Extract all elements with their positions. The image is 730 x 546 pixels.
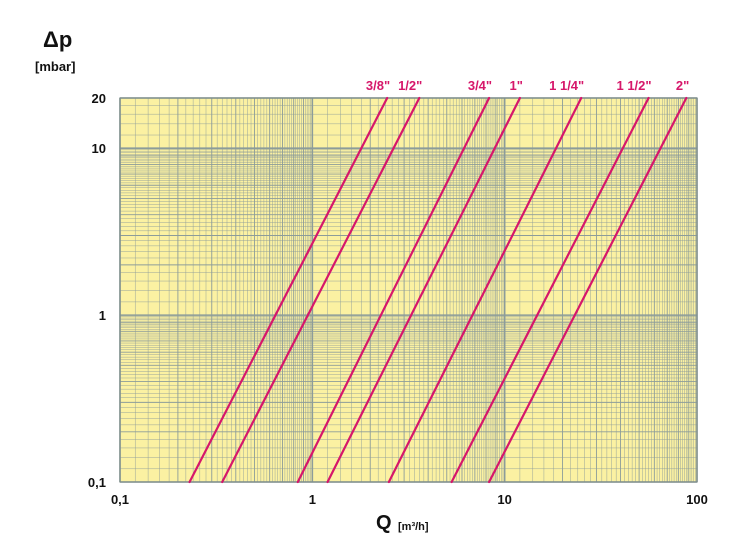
y-axis-unit: [mbar] bbox=[35, 59, 75, 74]
grid bbox=[119, 97, 698, 483]
y-tick-label: 1 bbox=[99, 308, 106, 323]
series-label: 1" bbox=[509, 78, 522, 93]
y-tick-label: 10 bbox=[92, 141, 106, 156]
series-line bbox=[221, 96, 421, 484]
series-label: 1/2" bbox=[398, 78, 422, 93]
x-tick-label: 0,1 bbox=[111, 492, 129, 507]
y-tick-labels: 0,1 1 10 20 bbox=[88, 91, 106, 490]
x-axis-label: Q bbox=[376, 512, 392, 534]
y-tick-label: 0,1 bbox=[88, 475, 106, 490]
series-line bbox=[326, 96, 521, 484]
series-line bbox=[296, 96, 491, 484]
y-axis-label: Δp bbox=[43, 27, 72, 52]
series-label: 2" bbox=[676, 78, 689, 93]
series-labels: 3/8" 1/2" 3/4" 1" 1 1/4" 1 1/2" 2" bbox=[366, 78, 689, 93]
series-line bbox=[488, 96, 688, 484]
series-line bbox=[188, 96, 389, 484]
series-label: 3/4" bbox=[468, 78, 492, 93]
plot-background bbox=[120, 98, 697, 482]
x-axis-unit: [m³/h] bbox=[398, 521, 429, 533]
x-tick-labels: 0,1 1 10 100 bbox=[111, 492, 708, 507]
series-line bbox=[450, 96, 650, 484]
series-label: 3/8" bbox=[366, 78, 390, 93]
series-lines bbox=[188, 96, 688, 484]
x-tick-label: 100 bbox=[686, 492, 708, 507]
series-line bbox=[387, 96, 583, 484]
series-label: 1 1/4" bbox=[549, 78, 584, 93]
plot-frame bbox=[119, 97, 698, 483]
x-tick-label: 1 bbox=[309, 492, 316, 507]
series-label: 1 1/2" bbox=[616, 78, 651, 93]
y-tick-label: 20 bbox=[92, 91, 106, 106]
x-tick-label: 10 bbox=[497, 492, 511, 507]
